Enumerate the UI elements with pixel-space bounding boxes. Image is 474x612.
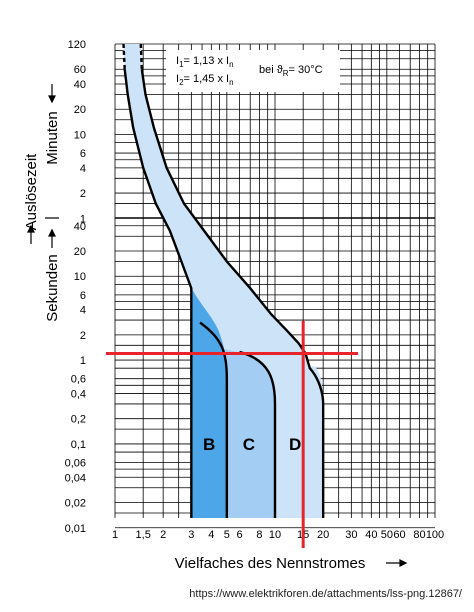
x-tick-label: 8 bbox=[256, 529, 262, 541]
x-tick-label: 10 bbox=[269, 529, 281, 541]
x-axis-arrow bbox=[386, 559, 408, 567]
c-limit-curve bbox=[239, 350, 277, 518]
y-axis-label-main: Auslösezeit bbox=[23, 153, 40, 231]
y-tick-label-seconds: 0,6 bbox=[71, 374, 86, 386]
y-tick-label-seconds: 40 bbox=[74, 221, 86, 233]
y-tick-label-minutes: 60 bbox=[74, 64, 86, 76]
x-tick-label: 60 bbox=[393, 529, 405, 541]
x-tick-label: 100 bbox=[426, 529, 444, 541]
y-axis-label-group: Auslösezeit bbox=[23, 153, 40, 231]
y-tick-label-seconds: 2 bbox=[80, 330, 86, 342]
y-tick-label-seconds: 0,02 bbox=[65, 498, 86, 510]
red-marker bbox=[106, 321, 358, 548]
y-tick-label-seconds: 0,4 bbox=[71, 388, 86, 400]
x-tick-label: 2 bbox=[160, 529, 166, 541]
zone-label-d: D bbox=[289, 435, 301, 454]
y-tick-label-minutes: 10 bbox=[74, 129, 86, 141]
upper-curve-dashed bbox=[139, 44, 143, 70]
y-tick-label-seconds: 20 bbox=[74, 246, 86, 258]
y-tick-label-seconds: 4 bbox=[80, 305, 86, 317]
y-axis-label-arrow-main bbox=[27, 224, 35, 244]
y-tick-label-minutes: 2 bbox=[80, 188, 86, 200]
x-tick-label: 1 bbox=[112, 529, 118, 541]
x-tick-label: 1,5 bbox=[136, 529, 151, 541]
zone-label-b: B bbox=[203, 435, 215, 454]
y-tick-label-seconds: 1 bbox=[80, 355, 86, 367]
y-tick-label-seconds: 0,04 bbox=[65, 472, 86, 484]
y-tick-label-seconds: 10 bbox=[74, 271, 86, 283]
y-tick-label-seconds: 0,2 bbox=[71, 414, 86, 426]
y-tick-label-seconds: 6 bbox=[80, 290, 86, 302]
x-tick-labels: 11,52345681015203040506080100 bbox=[112, 529, 444, 541]
x-tick-label: 20 bbox=[317, 529, 329, 541]
y-tick-labels: 12060402010642140201064210,60,40,20,10,0… bbox=[65, 39, 86, 535]
x-tick-label: 80 bbox=[413, 529, 425, 541]
x-axis-label: Vielfaches des Nennstromes bbox=[175, 555, 366, 572]
zone-b-fill bbox=[191, 288, 227, 518]
zone-label-c: C bbox=[243, 435, 255, 454]
y-axis-label-minutes: Minuten bbox=[44, 111, 61, 164]
x-tick-label: 50 bbox=[381, 529, 393, 541]
y-axis-label-units: Sekunden Minuten bbox=[44, 84, 61, 322]
annotation-i1: I1= 1,13 x In bbox=[176, 55, 234, 69]
y-tick-label-minutes: 20 bbox=[74, 104, 86, 116]
x-tick-label: 5 bbox=[224, 529, 230, 541]
x-tick-label: 6 bbox=[236, 529, 242, 541]
y-tick-label-minutes: 1 bbox=[80, 213, 86, 225]
x-tick-label: 4 bbox=[208, 529, 214, 541]
curve-fills bbox=[123, 44, 324, 518]
annotation-temperature: bei ϑR= 30°C bbox=[259, 64, 323, 78]
y-tick-label-minutes: 6 bbox=[80, 148, 86, 160]
x-tick-label: 30 bbox=[345, 529, 357, 541]
lower-curve-dashed bbox=[122, 44, 126, 70]
y-tick-label-seconds: 0,01 bbox=[65, 523, 86, 535]
x-tick-label: 40 bbox=[365, 529, 377, 541]
x-tick-label: 3 bbox=[188, 529, 194, 541]
lower-curve bbox=[123, 69, 193, 518]
b-limit-curve bbox=[199, 321, 229, 518]
annotation-i2: I2= 1,45 x In bbox=[176, 73, 234, 87]
curve-outlines bbox=[122, 44, 325, 518]
y-tick-label-seconds: 0,06 bbox=[65, 458, 86, 470]
y-tick-label-minutes: 4 bbox=[80, 163, 86, 175]
y-axis-arrow-mid bbox=[48, 228, 56, 248]
y-tick-label-seconds: 0,1 bbox=[71, 439, 86, 451]
y-tick-label-minutes: 40 bbox=[74, 79, 86, 91]
y-axis-label-seconds: Sekunden bbox=[44, 254, 61, 322]
y-axis-arrow-up bbox=[48, 84, 56, 104]
source-url: https://www.elektrikforen.de/attachments… bbox=[189, 588, 462, 600]
upper-curve bbox=[140, 69, 325, 518]
y-tick-label-minutes: 120 bbox=[68, 39, 86, 51]
annotation-box bbox=[166, 50, 340, 92]
